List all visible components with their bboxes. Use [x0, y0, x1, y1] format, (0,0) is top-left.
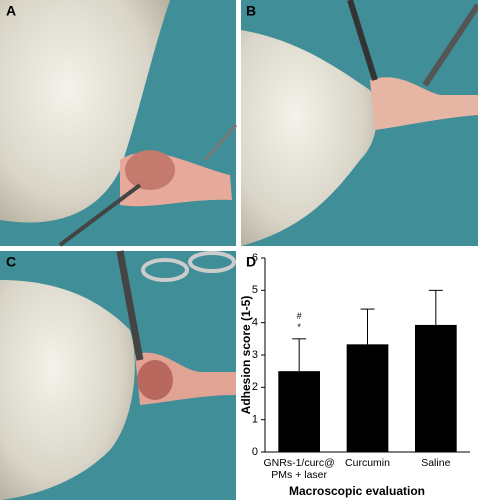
y-tick-label: 6 — [252, 252, 258, 264]
panel-label: A — [6, 3, 16, 19]
panel-label: D — [246, 254, 256, 270]
x-axis-title: Macroscopic evaluation — [289, 484, 425, 498]
photo-a — [0, 0, 238, 247]
y-tick-label: 4 — [252, 317, 258, 329]
panel-label: C — [6, 254, 16, 270]
annotation: # — [297, 311, 302, 321]
x-tick-label: GNRs-1/curc@ PMs + laser — [263, 457, 335, 481]
y-tick-label: 5 — [252, 284, 258, 296]
bar — [346, 344, 389, 452]
y-tick-label: 1 — [252, 414, 258, 426]
photo-b — [241, 0, 478, 246]
annotation: * — [297, 322, 301, 332]
x-tick-label: Curcumin — [345, 457, 390, 469]
y-tick-label: 2 — [252, 381, 258, 393]
photo-c — [0, 250, 236, 500]
y-tick-label: 0 — [252, 446, 258, 458]
y-tick-label: 3 — [252, 349, 258, 361]
x-tick-label: Saline — [421, 457, 451, 469]
bar — [414, 324, 457, 452]
y-axis-title: Adhesion score (1-5) — [239, 296, 253, 415]
bar — [278, 371, 321, 452]
panel-label: B — [246, 3, 256, 19]
